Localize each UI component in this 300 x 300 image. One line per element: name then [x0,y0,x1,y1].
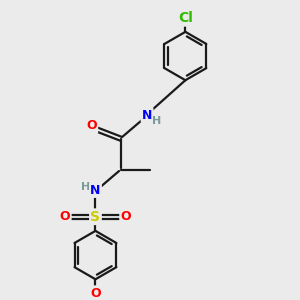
Text: O: O [90,286,101,300]
Text: N: N [142,109,152,122]
Text: O: O [121,210,131,223]
Text: H: H [152,116,161,127]
Text: S: S [90,210,100,224]
Text: Cl: Cl [178,11,193,25]
Text: N: N [90,184,100,197]
Text: H: H [80,182,90,192]
Text: O: O [86,119,97,132]
Text: O: O [60,210,70,223]
